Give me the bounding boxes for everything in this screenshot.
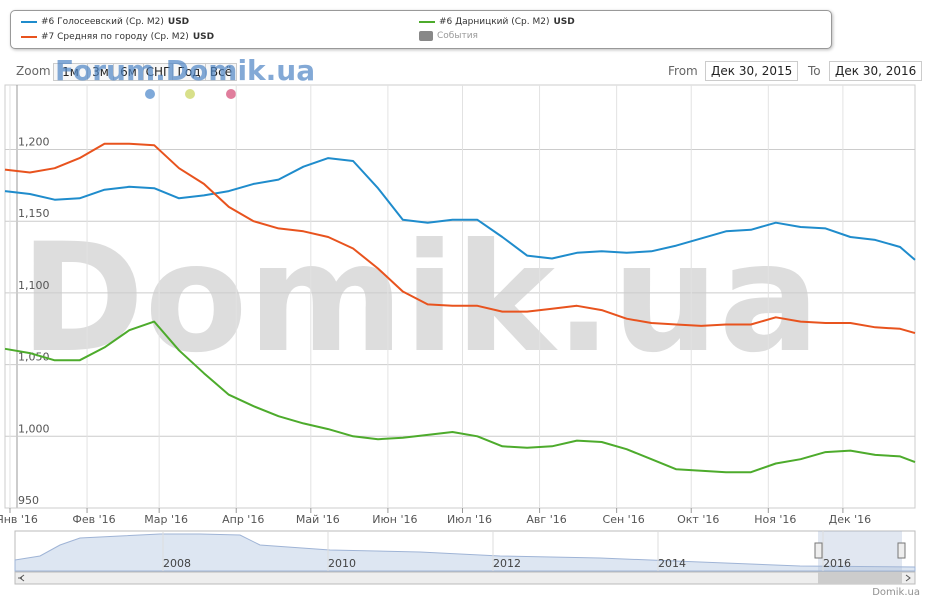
legend: #6 Голосеевский (Ср. М2) USD #7 Средняя по… (10, 10, 832, 49)
credits: Domik.ua (872, 587, 920, 598)
legend-label: #6 Дарницкий (Ср. М2) (439, 17, 550, 27)
legend-item[interactable]: #6 Дарницкий (Ср. М2) USD (419, 17, 575, 27)
legend-label: События (437, 31, 478, 41)
forum-watermark: Forum.Domik.ua (55, 54, 315, 87)
to-date[interactable]: Дек 30, 2016 (829, 61, 923, 81)
navigator-year: 2010 (328, 557, 356, 570)
series-line (4, 320, 916, 474)
zoom-label: Zoom (16, 64, 51, 78)
scroll-left[interactable] (18, 574, 25, 582)
scrollbar-thumb[interactable] (818, 572, 902, 584)
navigator-handle[interactable] (814, 542, 823, 559)
navigator-year: 2014 (658, 557, 686, 570)
x-tick-label: Дек '16 (829, 513, 872, 526)
navigator-area (14, 533, 916, 572)
navigator: 2008 2010 2012 2014 2016 (14, 530, 916, 585)
x-tick-label: Мар '16 (144, 513, 188, 526)
x-tick-label: Июн '16 (372, 513, 417, 526)
legend-item[interactable]: #7 Средняя по городу (Ср. М2) USD (21, 32, 214, 42)
from-date[interactable]: Дек 30, 2015 (705, 61, 799, 81)
legend-unit: USD (553, 17, 575, 27)
legend-swatch (21, 21, 37, 23)
legend-unit: USD (192, 32, 215, 42)
zoom-button[interactable]: Всё (205, 63, 237, 81)
legend-swatch (21, 36, 37, 38)
navigator-year: 2016 (823, 557, 851, 570)
y-tick-label: 950 (18, 494, 39, 507)
legend-label: #7 Средняя по городу (Ср. М2) (41, 32, 189, 42)
zoom-button[interactable]: 6м (113, 63, 144, 81)
x-tick-label: Ноя '16 (754, 513, 796, 526)
navigator-window[interactable] (818, 531, 902, 571)
series-line (4, 157, 916, 261)
flag-dot[interactable] (185, 89, 195, 99)
legend-label: #6 Голосеевский (Ср. М2) (41, 17, 164, 27)
y-tick-label: 1,000 (18, 422, 50, 435)
legend-item[interactable]: #6 Голосеевский (Ср. М2) USD (21, 17, 189, 27)
x-tick-label: Янв '16 (0, 513, 38, 526)
to-label: To (808, 64, 821, 78)
navigator-handle[interactable] (897, 542, 906, 559)
navigator-year: 2008 (163, 557, 191, 570)
x-tick-label: Июл '16 (447, 513, 492, 526)
y-tick-label: 1,050 (18, 351, 50, 364)
series-line (4, 142, 916, 335)
x-tick-label: Фев '16 (72, 513, 115, 526)
y-tick-label: 1,100 (18, 279, 50, 292)
legend-swatch (419, 31, 433, 41)
y-tick-label: 1,200 (18, 136, 50, 149)
navigator-year: 2012 (493, 557, 521, 570)
scroll-right[interactable] (905, 574, 911, 582)
scrollbar[interactable] (14, 571, 916, 585)
legend-item[interactable]: События (419, 31, 478, 41)
flag-dot[interactable] (226, 89, 236, 99)
x-tick-label: Окт '16 (677, 513, 719, 526)
zoom-button[interactable]: СНГ (143, 63, 173, 81)
zoom-button[interactable]: 1м (53, 63, 88, 81)
watermark: Domik.ua (20, 212, 820, 386)
y-tick-label: 1,150 (18, 207, 50, 220)
x-tick-label: Авг '16 (526, 513, 566, 526)
x-tick-label: Апр '16 (222, 513, 264, 526)
legend-swatch (419, 21, 435, 23)
x-tick-label: Сен '16 (603, 513, 645, 526)
x-tick-label: Май '16 (296, 513, 340, 526)
from-label: From (668, 64, 698, 78)
flag-dot[interactable] (145, 89, 155, 99)
legend-unit: USD (167, 17, 190, 27)
